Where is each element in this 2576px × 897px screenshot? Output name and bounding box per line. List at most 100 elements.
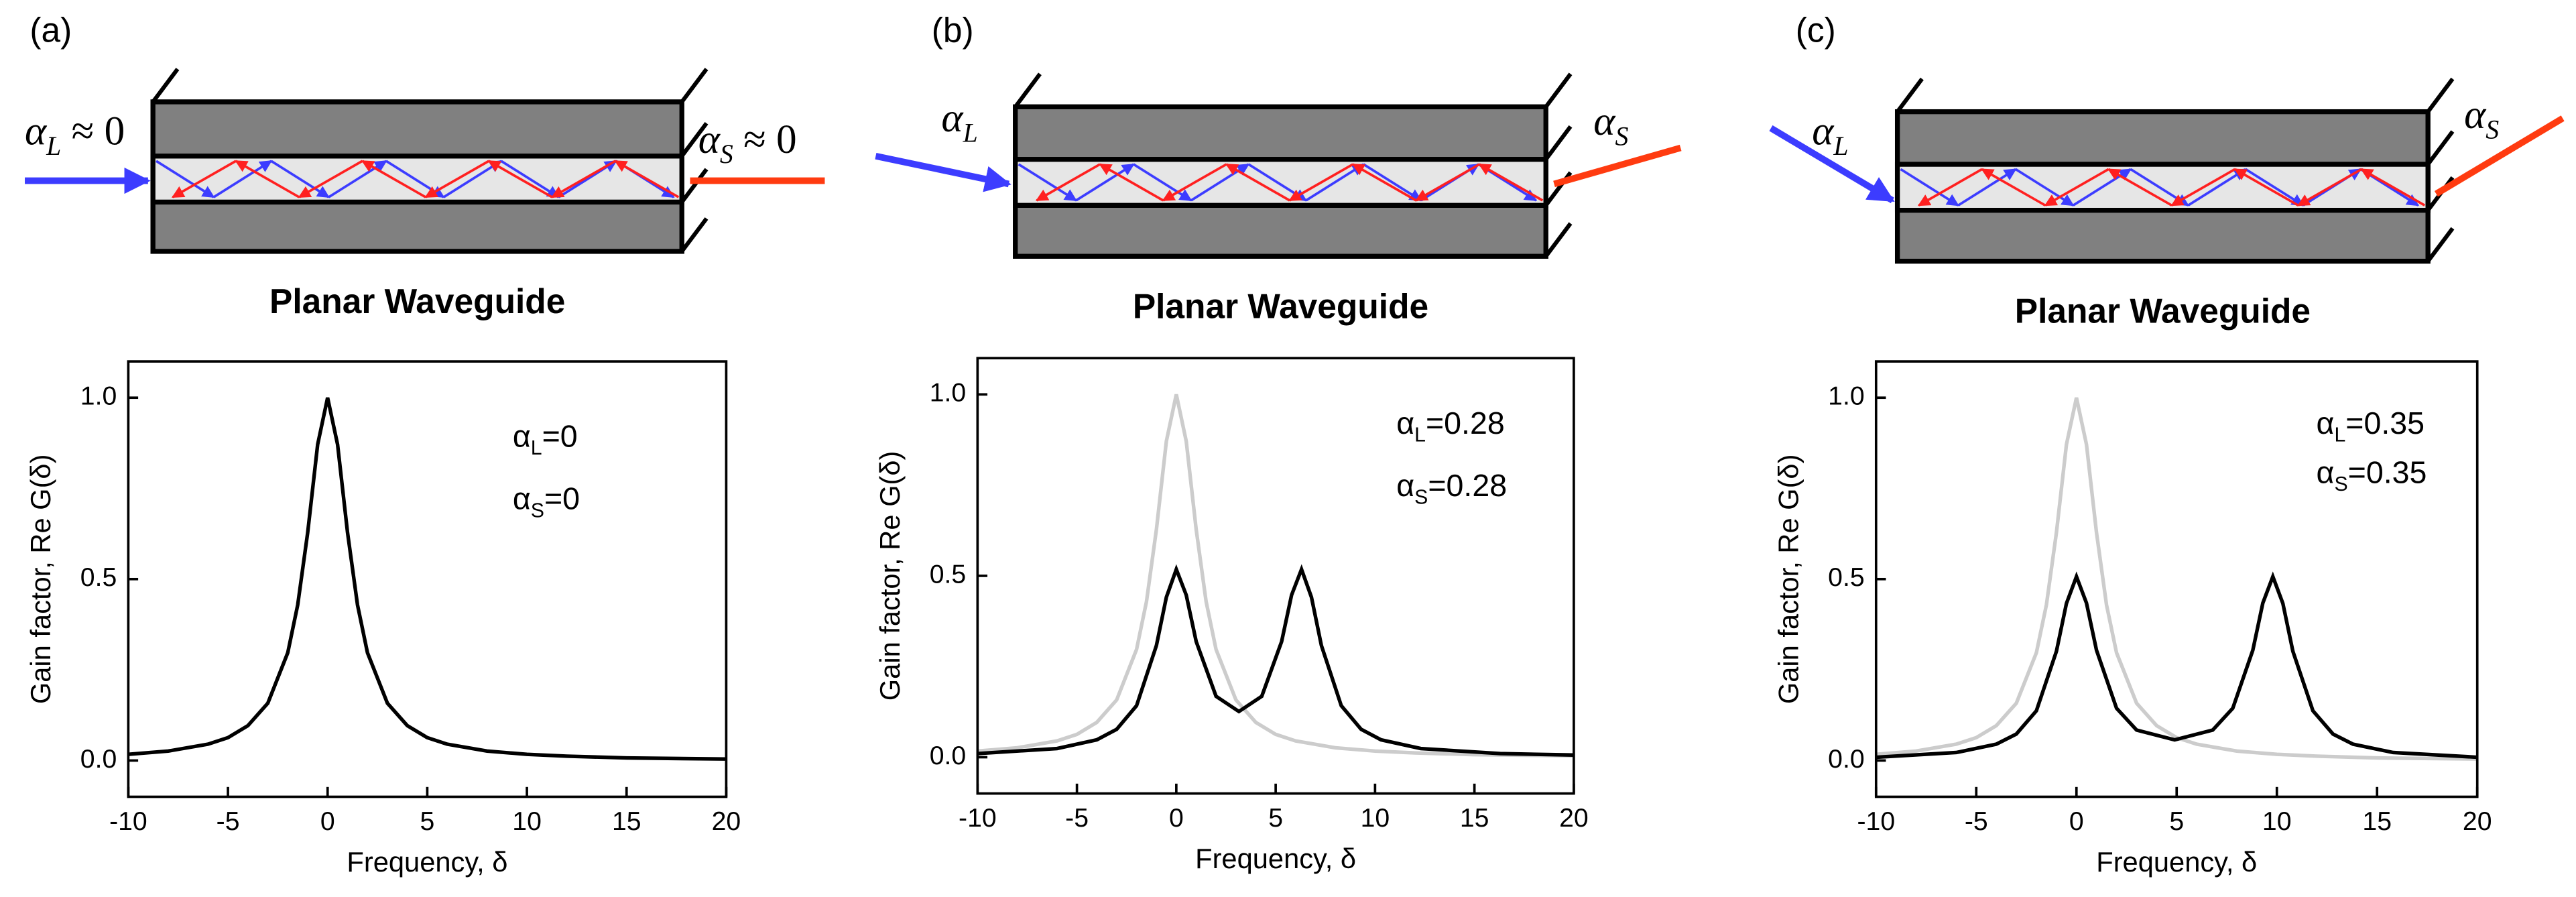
x-tick-label: 15 <box>2362 807 2392 836</box>
ray-stokes <box>2233 168 2299 206</box>
edge-slash <box>1544 72 1573 109</box>
x-tick-label: 20 <box>712 807 741 836</box>
x-tick-label: -10 <box>959 804 997 833</box>
ray-stokes <box>1981 168 2046 206</box>
diagram-label: αL <box>1812 109 1848 161</box>
annotation: αS=0.35 <box>2317 455 2427 495</box>
annotation-symbol: α <box>2317 406 2335 440</box>
ray-stokes <box>1478 163 1544 202</box>
annotation-symbol: α <box>513 419 531 454</box>
y-tick-label: 0.0 <box>930 741 966 770</box>
annotation: αL=0.28 <box>1396 406 1505 446</box>
ray-stokes <box>2044 168 2109 206</box>
diagram-title: Planar Waveguide <box>269 282 565 320</box>
annotation-symbol: α <box>1396 406 1414 440</box>
panel-label: (b) <box>932 11 974 50</box>
ray-stokes <box>298 160 363 198</box>
y-axis-title: Gain factor, Re G(δ) <box>1772 455 1804 705</box>
diagram-label-symbol: α <box>698 117 721 162</box>
x-axis-title: Frequency, δ <box>2096 846 2257 878</box>
annotation-rest: =0 <box>544 481 580 516</box>
ray-stokes <box>2170 168 2236 206</box>
ray-stokes <box>1415 163 1480 202</box>
x-tick-label: -10 <box>109 807 147 836</box>
ray-pump <box>328 160 387 198</box>
edge-slash <box>2426 77 2455 113</box>
edge-slash <box>151 68 180 103</box>
annotation-rest: =0.28 <box>1426 406 1505 440</box>
x-tick-label: 0 <box>320 807 335 836</box>
x-tick-label: -5 <box>217 807 240 836</box>
x-axis-title: Frequency, δ <box>1195 843 1356 874</box>
x-tick-label: 10 <box>2262 807 2292 836</box>
diagram-label-symbol: α <box>25 109 48 154</box>
x-tick-label: 15 <box>1460 804 1489 833</box>
ray-stokes <box>1099 163 1164 202</box>
y-tick-label: 0.0 <box>1828 745 1864 774</box>
diagram-label-subscript: S <box>2486 115 2499 144</box>
ray-stokes <box>614 160 680 198</box>
edge-slash <box>680 121 709 158</box>
input-pump <box>1769 125 1895 204</box>
edge-slash <box>2426 227 2455 263</box>
diagram-label-symbol: α <box>1593 99 1616 144</box>
ray-stokes <box>424 160 490 198</box>
annotation-rest: =0 <box>542 419 578 454</box>
diagram-title: Planar Waveguide <box>2015 292 2311 331</box>
ray-stokes <box>487 160 553 198</box>
diagram-label: αS <box>2464 92 2499 144</box>
diagram-label-symbol: α <box>2464 92 2487 137</box>
ray-pump <box>1957 168 2017 206</box>
annotation: αS=0.28 <box>1396 468 1507 509</box>
input-stokes <box>2434 115 2565 197</box>
annotation-rest: =0.35 <box>2348 455 2427 489</box>
diagram-label: αL ≈ 0 <box>25 109 125 161</box>
diagram-label-subscript: L <box>46 131 61 161</box>
diagram-label-subscript: S <box>1615 121 1628 151</box>
diagram-label: αS <box>1593 99 1628 151</box>
diagram-label-subscript: L <box>1833 131 1848 161</box>
ray-stokes <box>551 160 616 198</box>
annotation: αS=0 <box>513 481 580 522</box>
ray-stokes <box>171 160 237 198</box>
edge-slash <box>680 168 709 204</box>
annotation-subscript: L <box>1414 424 1426 446</box>
ray-stokes <box>1035 163 1101 202</box>
input-stokes <box>1553 144 1682 188</box>
x-tick-label: 0 <box>2069 807 2084 836</box>
waveguide-diagram: αL ≈ 0 αS ≈ 0 <box>25 68 825 254</box>
annotation-subscript: S <box>2334 473 2347 495</box>
x-tick-label: 5 <box>2169 807 2184 836</box>
x-tick-label: -5 <box>1965 807 1988 836</box>
y-tick-label: 0.5 <box>930 560 966 589</box>
annotation-subscript: L <box>531 437 542 459</box>
annotation-symbol: α <box>2317 455 2335 489</box>
edge-slash <box>1014 72 1042 109</box>
annotation-rest: =0.35 <box>2345 406 2425 440</box>
ray-stokes <box>235 160 300 198</box>
diagram-label-rest: ≈ 0 <box>61 109 125 154</box>
ray-stokes <box>361 160 426 198</box>
x-tick-label: 10 <box>1361 804 1390 833</box>
annotation-subscript: L <box>2334 424 2345 446</box>
ray-stokes <box>1162 163 1227 202</box>
annotation: αL=0 <box>513 419 578 460</box>
x-tick-label: 10 <box>512 807 542 836</box>
x-tick-label: 5 <box>1268 804 1283 833</box>
diagram-label-subscript: S <box>720 139 733 169</box>
y-axis-title: Gain factor, Re G(δ) <box>874 451 906 701</box>
series-line <box>1876 571 2477 760</box>
ray-stokes <box>1917 168 1983 206</box>
ray-stokes <box>1351 163 1417 202</box>
ray-stokes <box>2360 168 2426 206</box>
diagram-title: Planar Waveguide <box>1133 286 1428 325</box>
y-tick-label: 0.0 <box>80 745 117 774</box>
input-pump <box>875 153 1011 192</box>
ray-stokes <box>1225 163 1290 202</box>
